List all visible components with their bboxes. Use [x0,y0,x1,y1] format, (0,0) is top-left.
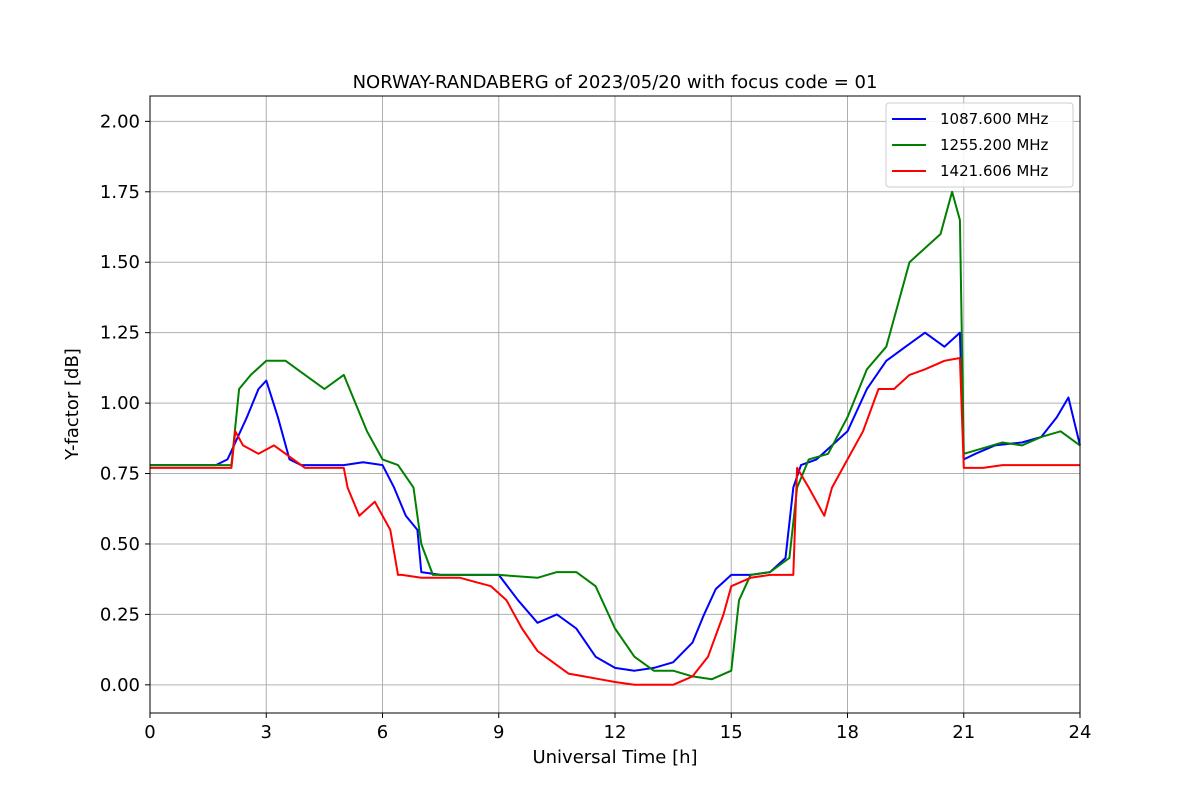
series-line-3 [150,357,1080,686]
x-axis-label: Universal Time [h] [532,747,697,768]
y-axis-ticks: 0.00 0.25 0.50 0.75 1.00 1.25 1.50 1.75 2.00 [100,111,150,696]
legend-label-2: 1255.200 MHz [940,136,1049,154]
y-tick-label: 0.25 [100,604,140,625]
x-tick-label: 9 [493,722,504,743]
x-tick-label: 0 [144,722,155,743]
x-tick-label: 12 [604,722,627,743]
x-tick-label: 15 [720,722,743,743]
series-line-2 [150,190,1081,681]
y-tick-label: 1.50 [100,252,140,273]
y-tick-label: 1.00 [100,393,140,414]
y-tick-label: 0.00 [100,675,140,696]
x-tick-label: 6 [377,722,388,743]
y-tick-label: 1.75 [100,182,140,203]
y-tick-label: 0.75 [100,464,140,485]
x-tick-label: 24 [1069,722,1092,743]
chart-title: NORWAY-RANDABERG of 2023/05/20 with focu… [353,72,878,93]
series-group [150,190,1081,686]
x-tick-label: 21 [952,722,975,743]
y-tick-label: 0.50 [100,534,140,555]
legend-label-1: 1087.600 MHz [940,110,1049,128]
x-tick-label: 3 [261,722,272,743]
series-line-1 [150,331,1081,672]
y-tick-label: 2.00 [100,111,140,132]
y-tick-label: 1.25 [100,323,140,344]
legend: 1087.600 MHz 1255.200 MHz 1421.606 MHz [885,102,1074,188]
y-axis-label: Y-factor [dB] [62,348,83,461]
legend-box [885,102,1074,188]
x-tick-label: 18 [836,722,859,743]
x-axis-ticks: 0 3 6 9 12 15 18 21 24 [144,713,1091,743]
legend-label-3: 1421.606 MHz [940,162,1049,180]
